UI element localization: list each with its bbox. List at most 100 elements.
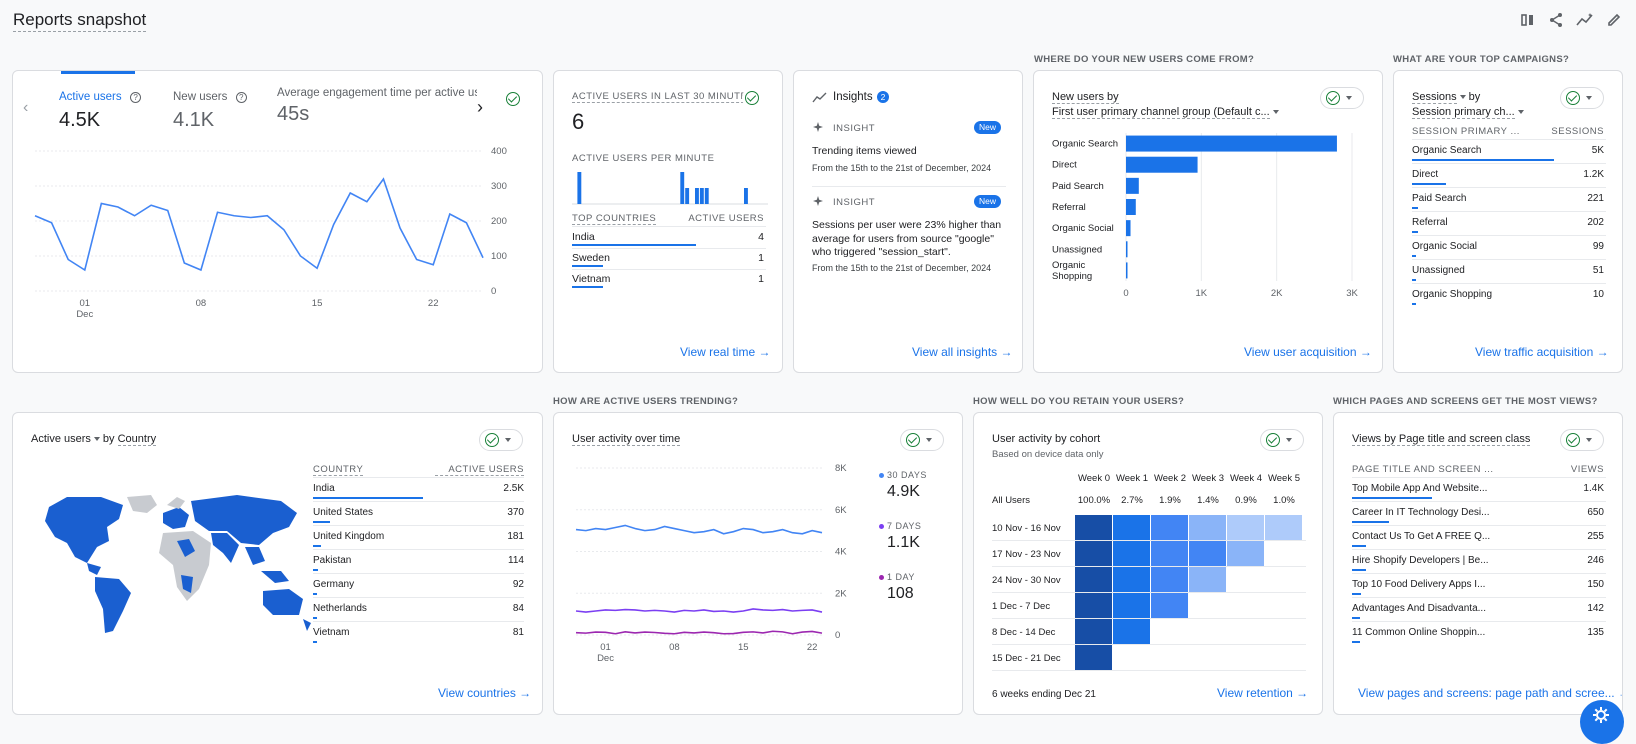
acquisition-bar-chart: 0 1K 2K 3K Organic Search Direct Paid Search Re… xyxy=(1052,133,1358,299)
campaign-value: 99 xyxy=(1592,241,1604,252)
view-traffic-link[interactable]: View traffic acquisition → xyxy=(1475,345,1609,359)
tab-new-users[interactable]: New users ? 4.1K xyxy=(173,87,273,132)
realtime-title[interactable]: ACTIVE USERS IN LAST 30 MINUTES xyxy=(572,91,755,103)
insights-icon[interactable] xyxy=(1576,12,1594,28)
cohort-cell[interactable] xyxy=(1189,567,1226,592)
country-bar xyxy=(313,497,423,499)
view-pages-link[interactable]: View pages and screens: page path and sc… xyxy=(1358,686,1622,700)
tab-label: Average engagement time per active us xyxy=(277,87,477,99)
y-tick-label: 0 xyxy=(835,630,840,641)
view-countries-link[interactable]: View countries → xyxy=(438,686,532,700)
acquisition-title-metric[interactable]: New users by xyxy=(1052,91,1119,104)
category-label: Paid Search xyxy=(1052,181,1104,192)
bar[interactable] xyxy=(1126,177,1139,194)
cohort-cell[interactable] xyxy=(1075,593,1112,618)
bar[interactable] xyxy=(1126,135,1337,152)
view-acquisition-link[interactable]: View user acquisition → xyxy=(1244,345,1372,359)
cohort-cell[interactable] xyxy=(1075,645,1112,670)
chevron-down-icon xyxy=(1586,96,1592,100)
activity-status-pill[interactable] xyxy=(900,429,944,451)
activity-title[interactable]: User activity over time xyxy=(572,433,681,446)
campaign-name: Paid Search xyxy=(1412,193,1467,204)
bar[interactable] xyxy=(1126,199,1136,215)
campaigns-status-pill[interactable] xyxy=(1560,87,1604,109)
cohort-cell[interactable] xyxy=(1113,541,1150,566)
cohort-cell[interactable] xyxy=(1227,541,1264,566)
cohort-row-label: 17 Nov - 23 Nov xyxy=(992,549,1061,560)
country-value: 2.5K xyxy=(503,483,524,494)
cohort-cell[interactable] xyxy=(1189,541,1226,566)
campaigns-title-metric[interactable]: Sessions by xyxy=(1412,91,1481,104)
view-insights-link[interactable]: View all insights → xyxy=(912,345,1013,359)
cohort-cell[interactable] xyxy=(1113,515,1150,540)
cohort-cell[interactable] xyxy=(1151,593,1188,618)
insight-date: From the 15th to the 21st of December, 2… xyxy=(812,263,992,273)
realtime-status-pill[interactable] xyxy=(742,87,764,109)
pages-status-pill[interactable] xyxy=(1560,429,1604,451)
cohort-cell[interactable] xyxy=(1113,593,1150,618)
page-views-cell: 135 xyxy=(1587,627,1604,638)
tab-value: 4.1K xyxy=(173,109,215,131)
sparkle-icon xyxy=(813,122,823,132)
cohort-cell[interactable] xyxy=(1189,515,1226,540)
week-header: Week 3 xyxy=(1191,473,1225,484)
country-title[interactable]: Active users by Country xyxy=(31,433,157,446)
help-icon[interactable]: ? xyxy=(130,92,142,103)
minute-bar xyxy=(699,188,704,204)
check-icon xyxy=(906,433,920,447)
tab-active-indicator xyxy=(61,71,135,74)
view-retention-link[interactable]: View retention → xyxy=(1217,686,1309,700)
tab-engagement-time[interactable]: Average engagement time per active us 45… xyxy=(277,87,477,126)
page-bar xyxy=(1352,545,1367,547)
compare-icon[interactable] xyxy=(1520,12,1536,28)
page-views-cell: 142 xyxy=(1587,603,1604,614)
bar[interactable] xyxy=(1126,156,1198,173)
world-map xyxy=(45,495,311,633)
prev-arrow-icon[interactable]: ‹ xyxy=(23,99,29,116)
all-users-label: All Users xyxy=(992,495,1031,506)
cohort-cell[interactable] xyxy=(1151,567,1188,592)
settings-fab[interactable] xyxy=(1580,700,1624,744)
cohort-cell[interactable] xyxy=(1265,515,1302,540)
divider xyxy=(1352,573,1606,574)
country-status-pill[interactable] xyxy=(479,429,523,451)
view-realtime-link[interactable]: View real time → xyxy=(680,345,771,359)
help-icon[interactable]: ? xyxy=(235,92,247,103)
next-arrow-icon[interactable]: › xyxy=(477,97,483,117)
acquisition-status-pill[interactable] xyxy=(1320,87,1364,109)
tab-active-users[interactable]: Active users ? 4.5K xyxy=(59,87,159,132)
cohort-cell[interactable] xyxy=(1151,515,1188,540)
page-title-cell: Top 10 Food Delivery Apps I... xyxy=(1352,579,1486,590)
cohort-cell[interactable] xyxy=(1113,567,1150,592)
tab-label: New users xyxy=(173,91,228,103)
campaigns-title-dimension[interactable]: Session primary ch... xyxy=(1412,106,1524,119)
share-icon[interactable] xyxy=(1548,12,1564,28)
bar[interactable] xyxy=(1126,241,1128,258)
cohort-cell[interactable] xyxy=(1113,619,1150,644)
legend-label: 1 DAY xyxy=(887,572,915,582)
page-bar xyxy=(1352,569,1366,571)
page-bar xyxy=(1352,641,1360,643)
cohort-status-pill[interactable] xyxy=(1260,429,1304,451)
cohort-cell[interactable] xyxy=(1075,619,1112,644)
toolbar xyxy=(1516,10,1626,30)
bar[interactable] xyxy=(1126,220,1131,237)
realtime-card: ACTIVE USERS IN LAST 30 MINUTES 6 ACTIVE… xyxy=(553,70,783,373)
bar[interactable] xyxy=(1126,262,1128,279)
insight-headline[interactable]: Sessions per user were 23% higher than a… xyxy=(812,219,1002,258)
cohort-cell[interactable] xyxy=(1227,515,1264,540)
country-value: 114 xyxy=(508,555,524,566)
cohort-cell[interactable] xyxy=(1151,541,1188,566)
x-tick-label: 2K xyxy=(1271,288,1283,299)
cohort-cell[interactable] xyxy=(1075,541,1112,566)
insights-card: Insights 2 View all insights → INSIGHT Ne… xyxy=(793,70,1023,373)
campaign-value: 1.2K xyxy=(1583,169,1604,180)
cohort-cell[interactable] xyxy=(1075,515,1112,540)
overview-card: ‹ Active users ? 4.5K New users ? 4.1K A… xyxy=(12,70,543,373)
insight-headline[interactable]: Trending items viewed xyxy=(812,145,917,157)
acquisition-title-dimension[interactable]: First user primary channel group (Defaul… xyxy=(1052,106,1279,119)
pages-title[interactable]: Views by Page title and screen class xyxy=(1352,433,1531,446)
edit-icon[interactable] xyxy=(1606,12,1622,28)
cohort-cell[interactable] xyxy=(1075,567,1112,592)
overview-status-pill[interactable] xyxy=(503,88,525,110)
